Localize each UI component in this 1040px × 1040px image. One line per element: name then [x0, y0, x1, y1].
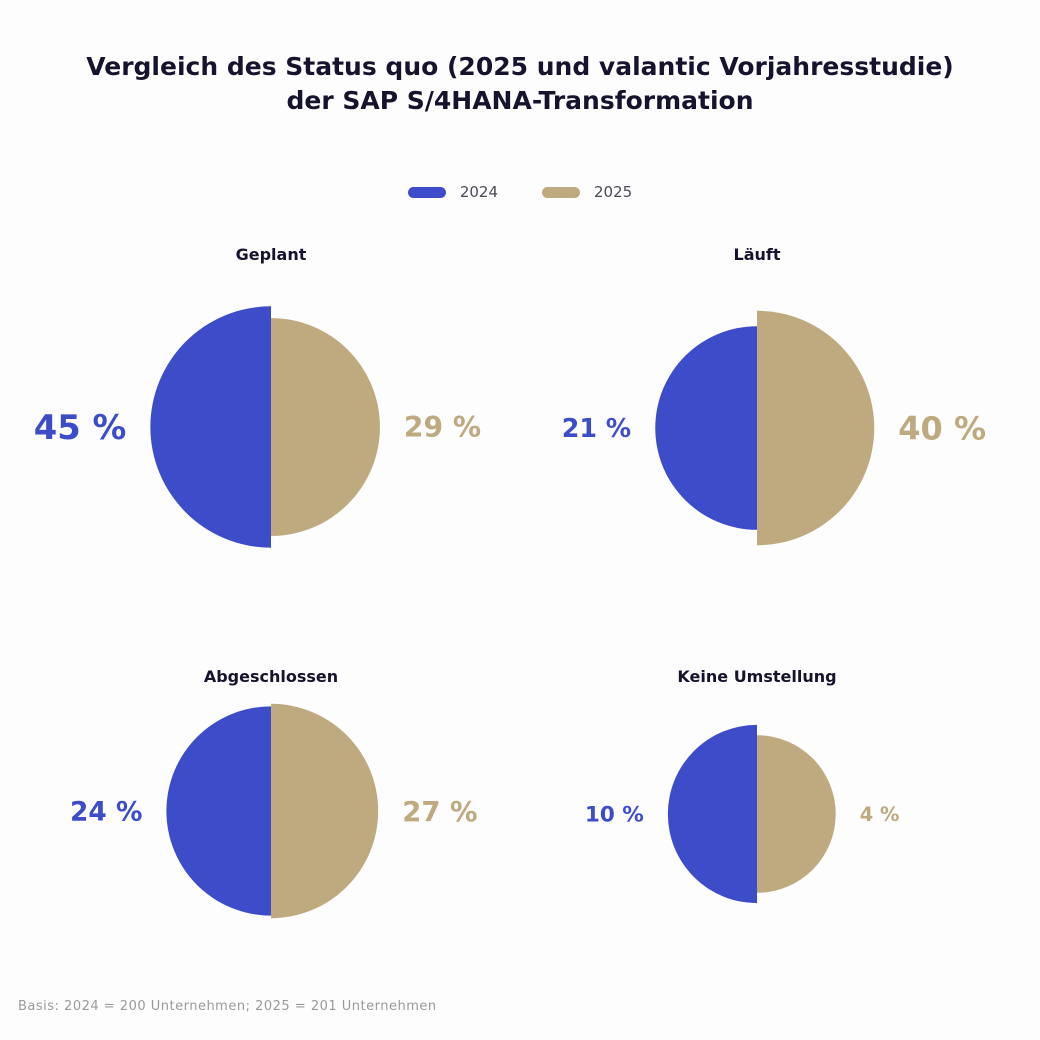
value-label-2025: 27 %: [402, 797, 477, 828]
half-circle-2025: [271, 318, 380, 536]
legend-item-2024: 2024: [407, 183, 498, 201]
value-label-2025: 29 %: [404, 411, 481, 444]
title-line-1: Vergleich des Status quo (2025 und valan…: [86, 52, 954, 81]
footnote: Basis: 2024 = 200 Unternehmen; 2025 = 20…: [18, 999, 437, 1014]
value-label-2025: 4 %: [860, 803, 900, 826]
panel-title: Keine Umstellung: [677, 667, 836, 686]
half-circle-2024: [150, 306, 271, 548]
value-label-2024: 21 %: [562, 413, 632, 443]
panel-keine-umstellung: Keine Umstellung 10 % 4 %: [585, 667, 900, 904]
title-line-2: der SAP S/4HANA-Transformation: [286, 86, 754, 115]
value-label-2025: 40 %: [898, 410, 986, 448]
legend-label-2024: 2024: [459, 183, 498, 201]
half-circle-2024: [667, 724, 757, 904]
half-circle-2024: [166, 706, 271, 916]
panel-geplant: Geplant 45 % 29 %: [34, 245, 481, 548]
panel-title: Läuft: [734, 245, 781, 264]
legend: 2024 2025: [0, 183, 1040, 201]
value-label-2024: 24 %: [70, 797, 142, 828]
panel-title: Geplant: [236, 245, 307, 264]
panel-läuft: Läuft 21 % 40 %: [562, 245, 986, 546]
half-circle-2025: [757, 735, 836, 893]
value-label-2024: 10 %: [585, 803, 644, 828]
legend-label-2025: 2025: [594, 183, 633, 201]
panel-title: Abgeschlossen: [204, 667, 338, 686]
panel-abgeschlossen: Abgeschlossen 24 % 27 %: [70, 667, 477, 919]
legend-swatch-2024: [407, 186, 446, 198]
half-circle-2025: [271, 703, 379, 919]
value-label-2024: 45 %: [34, 408, 127, 447]
chart-title: Vergleich des Status quo (2025 und valan…: [0, 50, 1040, 118]
half-circle-2025: [757, 310, 875, 546]
half-circle-2024: [655, 326, 757, 530]
legend-item-2025: 2025: [542, 183, 632, 201]
legend-swatch-2025: [542, 186, 580, 198]
